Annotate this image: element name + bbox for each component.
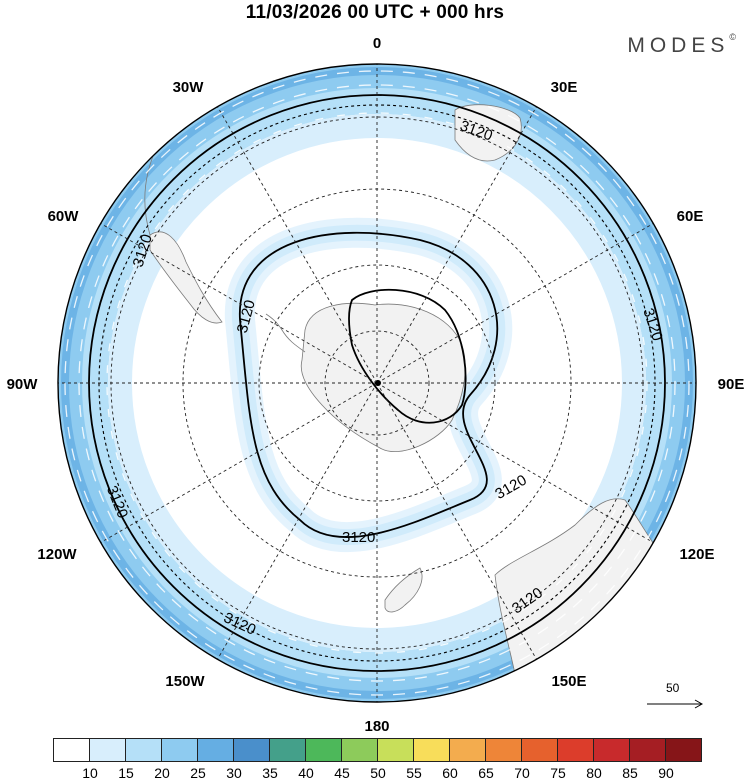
colorbar-tick-label: 10 xyxy=(82,765,98,781)
colorbar-bin xyxy=(557,738,594,762)
colorbar: 10 15 20 25 30 35 40 45 50 55 60 65 70 75 80 85 90 xyxy=(53,738,702,782)
colorbar-tick-label: 80 xyxy=(586,765,602,781)
colorbar-tick-label: 20 xyxy=(154,765,170,781)
brand-logo: MODES© xyxy=(627,32,736,58)
lon-label-30w: 30W xyxy=(173,79,205,96)
wind-reference-value: 50 xyxy=(666,681,680,695)
antarctic-peninsula xyxy=(265,313,306,353)
colorbar-tick-label: 85 xyxy=(622,765,638,781)
lon-label-30e: 30E xyxy=(551,79,578,96)
colorbar-tick-label: 35 xyxy=(262,765,278,781)
colorbar-bin xyxy=(593,738,630,762)
arrow-right-icon xyxy=(647,699,704,709)
colorbar-bin xyxy=(233,738,270,762)
colorbar-tick-label: 65 xyxy=(478,765,494,781)
colorbar-bin xyxy=(629,738,666,762)
lon-label-90w: 90W xyxy=(7,376,39,393)
colorbar-bin xyxy=(125,738,162,762)
colorbar-bins xyxy=(53,738,702,762)
colorbar-tick-label: 40 xyxy=(298,765,314,781)
colorbar-labels: 10 15 20 25 30 35 40 45 50 55 60 65 70 75 80 85 90 xyxy=(54,765,702,782)
colorbar-bin xyxy=(449,738,486,762)
lon-label-120e: 120E xyxy=(679,546,714,563)
lon-label-0: 0 xyxy=(373,35,381,52)
colorbar-bin xyxy=(665,738,702,762)
colorbar-bin xyxy=(341,738,378,762)
colorbar-tick-label: 55 xyxy=(406,765,422,781)
lon-label-90e: 90E xyxy=(718,376,745,393)
polar-map: 3120 3120 3120 3120 3120 3120 3120 3120 … xyxy=(7,35,745,735)
colorbar-bin xyxy=(521,738,558,762)
colorbar-bin xyxy=(413,738,450,762)
south-pole-marker xyxy=(375,380,381,386)
colorbar-tick-label: 45 xyxy=(334,765,350,781)
south-america xyxy=(149,231,223,324)
colorbar-tick-label: 60 xyxy=(442,765,458,781)
lon-label-60w: 60W xyxy=(48,208,80,225)
lon-label-150e: 150E xyxy=(551,673,586,690)
colorbar-bin xyxy=(305,738,342,762)
colorbar-tick-label: 25 xyxy=(190,765,206,781)
contour-low-center xyxy=(348,288,467,424)
longitude-labels: 0 30E 60E 90E 120E 150E 180 150W 120W 90… xyxy=(7,35,745,735)
forecast-title: 11/03/2026 00 UTC + 000 hrs xyxy=(245,2,505,23)
colorbar-bin xyxy=(485,738,522,762)
map-border xyxy=(57,63,697,703)
colorbar-bin xyxy=(53,738,90,762)
lon-label-180: 180 xyxy=(364,718,389,735)
graticule xyxy=(58,64,696,702)
colorbar-tick-label: 70 xyxy=(514,765,530,781)
wind-reference-vector: 50 xyxy=(644,680,706,710)
lon-label-60e: 60E xyxy=(677,208,704,225)
contour-label: 3120 xyxy=(342,529,375,546)
colorbar-bin xyxy=(269,738,306,762)
colorbar-bin xyxy=(89,738,126,762)
brand-name: MODES xyxy=(627,34,730,57)
colorbar-bin xyxy=(197,738,234,762)
lon-label-120w: 120W xyxy=(37,546,77,563)
colorbar-tick-label: 30 xyxy=(226,765,242,781)
lon-label-150w: 150W xyxy=(165,673,205,690)
wind-vectors xyxy=(64,70,690,696)
wind-shading-15 xyxy=(108,114,646,652)
colorbar-tick-label: 75 xyxy=(550,765,566,781)
colorbar-tick-label: 90 xyxy=(658,765,674,781)
contour-3120-inner xyxy=(239,231,499,538)
colorbar-bin xyxy=(161,738,198,762)
copyright-mark: © xyxy=(729,32,736,42)
southern-africa xyxy=(454,104,522,162)
antarctica xyxy=(300,302,466,453)
colorbar-bin xyxy=(377,738,414,762)
new-zealand xyxy=(384,567,423,613)
colorbar-tick-label: 15 xyxy=(118,765,134,781)
header: 11/03/2026 00 UTC + 000 hrs xyxy=(0,0,750,28)
colorbar-tick-label: 50 xyxy=(370,765,386,781)
